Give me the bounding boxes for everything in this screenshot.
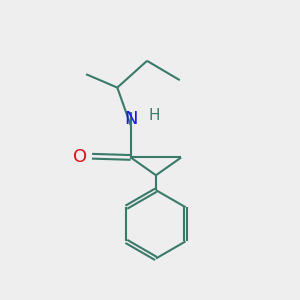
Text: H: H bbox=[148, 108, 160, 123]
Text: O: O bbox=[73, 148, 87, 166]
Text: N: N bbox=[124, 110, 137, 128]
